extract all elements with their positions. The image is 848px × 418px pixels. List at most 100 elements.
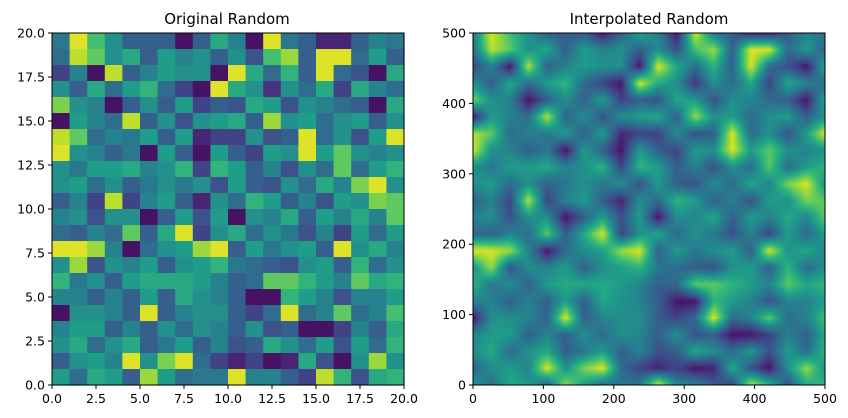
heatmap-cell: [192, 65, 211, 82]
heatmap-cell: [192, 81, 211, 98]
heatmap-cell: [104, 65, 123, 82]
heatmap-cell: [368, 129, 387, 146]
heatmap-cell: [69, 321, 88, 338]
heatmap-cell: [157, 305, 176, 322]
heatmap-cell: [192, 289, 211, 306]
heatmap-cell: [104, 161, 123, 178]
heatmap-cell: [316, 129, 335, 146]
heatmap-cell: [192, 49, 211, 66]
heatmap-cell: [263, 289, 282, 306]
heatmap-cell: [210, 113, 229, 130]
heatmap-cell: [228, 305, 247, 322]
heatmap-cell: [316, 81, 335, 98]
y-tick-label: 2.5: [25, 334, 45, 349]
heatmap-cell: [280, 145, 299, 162]
heatmap-cell: [280, 289, 299, 306]
heatmap-cell: [245, 193, 264, 210]
heatmap-cell: [52, 289, 71, 306]
heatmap-cell: [69, 353, 88, 370]
heatmap-cell: [157, 145, 176, 162]
heatmap-cell: [386, 241, 405, 258]
heatmap-cell: [175, 257, 194, 274]
heatmap-cell: [104, 225, 123, 242]
heatmap-cell: [175, 289, 194, 306]
heatmap-cell: [104, 145, 123, 162]
heatmap-cell: [228, 369, 247, 386]
heatmap-cell: [280, 193, 299, 210]
x-tick-label: 10.0: [214, 391, 242, 406]
y-tick-label: 300: [442, 166, 466, 181]
heatmap-cell: [122, 353, 141, 370]
heatmap-cell: [351, 241, 370, 258]
heatmap-cell: [210, 33, 229, 50]
heatmap-cell: [386, 113, 405, 130]
heatmap-cell: [280, 321, 299, 338]
heatmap-cell: [351, 65, 370, 82]
heatmap-cell: [69, 337, 88, 354]
heatmap-cell: [263, 353, 282, 370]
heatmap-cell: [228, 337, 247, 354]
heatmap-cell: [175, 353, 194, 370]
heatmap-cell: [122, 369, 141, 386]
heatmap-cell: [333, 177, 352, 194]
heatmap-cell: [175, 145, 194, 162]
y-tick-label: 100: [442, 307, 466, 322]
heatmap-cell: [87, 209, 106, 226]
heatmap-cell: [104, 289, 123, 306]
heatmap-cell: [52, 145, 71, 162]
heatmap-cell: [140, 209, 159, 226]
heatmap-cell: [386, 305, 405, 322]
heatmap-cells: [52, 33, 405, 386]
heatmap-cell: [368, 305, 387, 322]
heatmap-cell: [298, 257, 317, 274]
heatmap-cell: [386, 337, 405, 354]
heatmap-cell: [386, 97, 405, 114]
heatmap-cell: [87, 33, 106, 50]
heatmap-cell: [316, 97, 335, 114]
heatmap-cell: [192, 33, 211, 50]
heatmap-cell: [157, 337, 176, 354]
heatmap-cell: [280, 129, 299, 146]
heatmap-cell: [245, 353, 264, 370]
heatmap-cell: [175, 321, 194, 338]
heatmap-cell: [69, 209, 88, 226]
heatmap-cell: [122, 65, 141, 82]
heatmap-cell: [87, 273, 106, 290]
heatmap-cell: [122, 337, 141, 354]
heatmap-cell: [122, 33, 141, 50]
heatmap-cell: [104, 49, 123, 66]
x-tick-label: 2.5: [86, 391, 106, 406]
heatmap-cell: [104, 257, 123, 274]
heatmap-cell: [104, 113, 123, 130]
heatmap-cell: [333, 193, 352, 210]
x-tick-label: 300: [672, 391, 696, 406]
heatmap-cell: [157, 273, 176, 290]
heatmap-cell: [228, 129, 247, 146]
x-tick-label: 100: [531, 391, 555, 406]
heatmap-cell: [52, 241, 71, 258]
heatmap-cell: [87, 337, 106, 354]
heatmap-cell: [280, 257, 299, 274]
heatmap-cell: [333, 369, 352, 386]
heatmap-cell: [52, 33, 71, 50]
heatmap-cell: [140, 113, 159, 130]
heatmap-cell: [245, 81, 264, 98]
heatmap-cell: [157, 113, 176, 130]
heatmap-cell: [316, 161, 335, 178]
heatmap-cell: [298, 241, 317, 258]
heatmap-cell: [333, 81, 352, 98]
heatmap-cell: [192, 353, 211, 370]
heatmap-cell: [245, 369, 264, 386]
heatmap-cell: [104, 129, 123, 146]
heatmap-cell: [298, 81, 317, 98]
heatmap-cell: [192, 113, 211, 130]
heatmap-cell: [368, 225, 387, 242]
heatmap-cell: [333, 145, 352, 162]
heatmap-cell: [263, 241, 282, 258]
heatmap-cell: [228, 289, 247, 306]
heatmap-cell: [298, 305, 317, 322]
heatmap-cell: [228, 225, 247, 242]
heatmap-cell: [210, 353, 229, 370]
heatmap-cell: [351, 305, 370, 322]
heatmap-cell: [333, 65, 352, 82]
